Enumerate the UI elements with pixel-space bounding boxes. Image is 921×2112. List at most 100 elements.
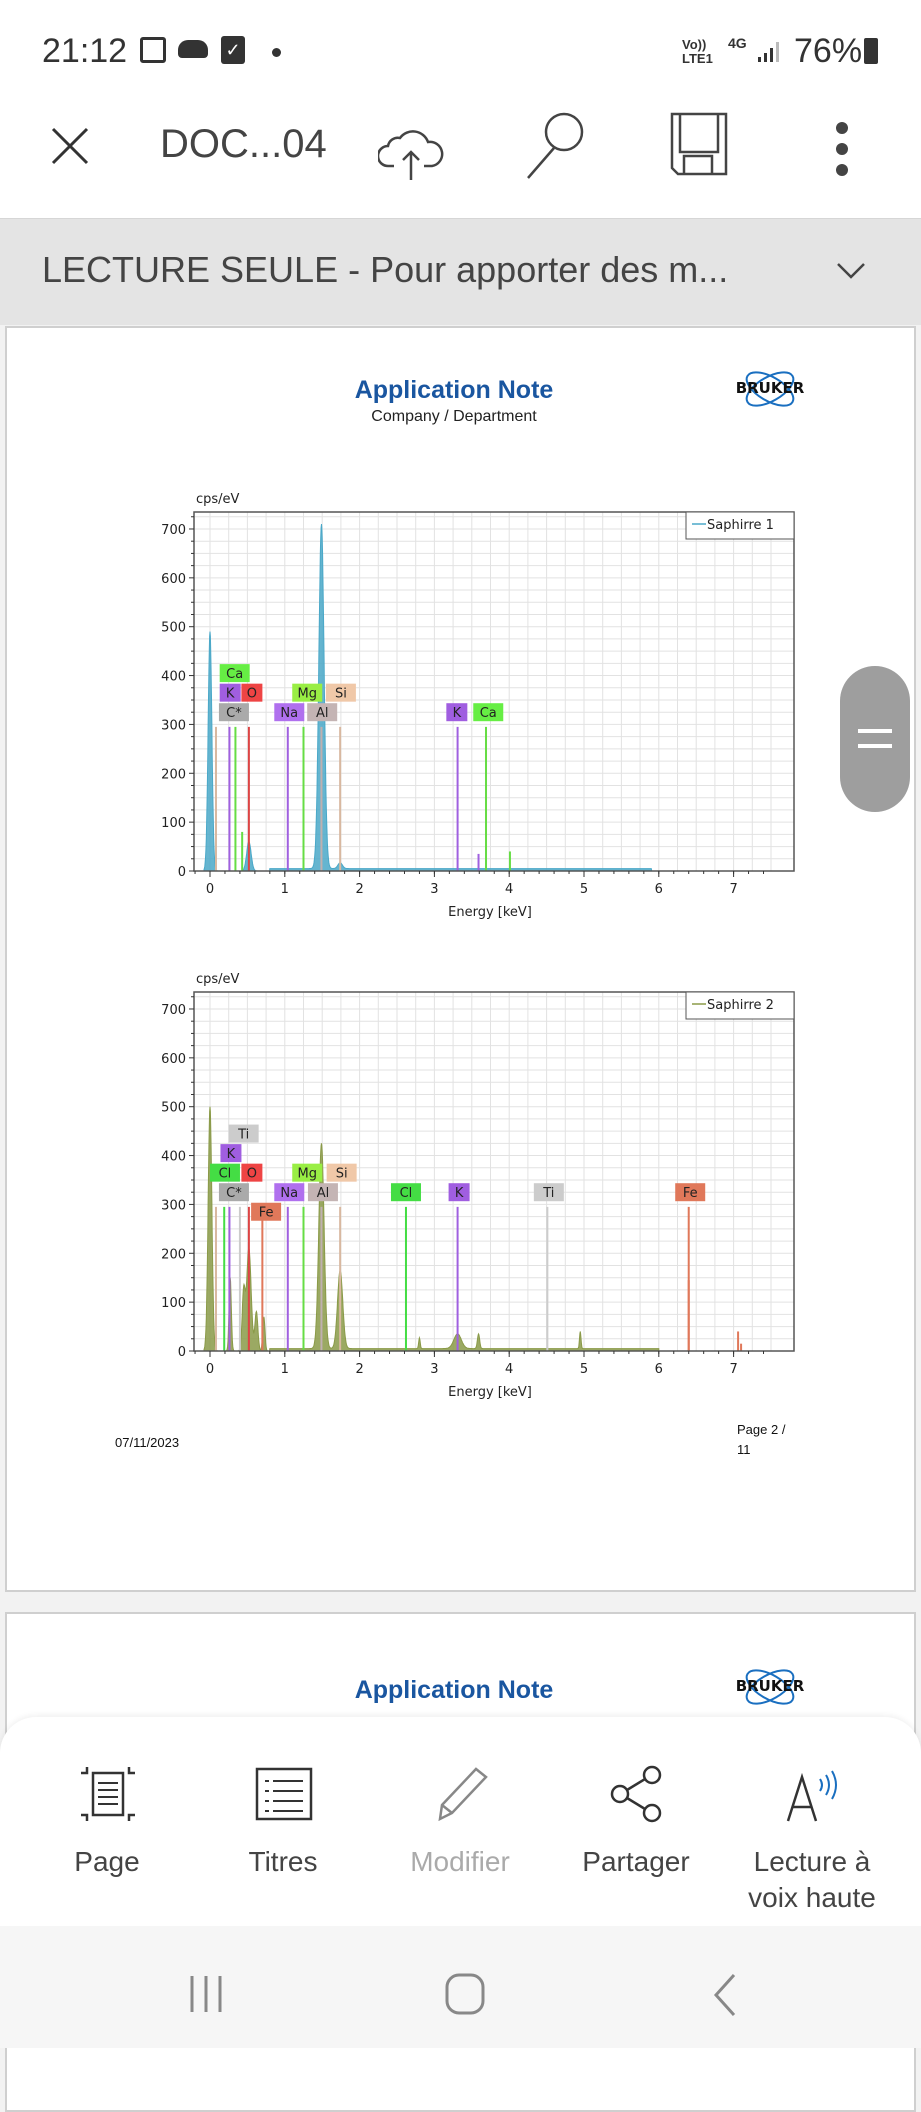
element-label: Mg: [298, 1167, 317, 1182]
element-label: K: [455, 1186, 464, 1201]
status-time: 21:12: [42, 32, 128, 70]
menu-page-label: Page: [74, 1846, 140, 1877]
element-label: Si: [336, 1167, 348, 1182]
menu-read-aloud-label: Lecture à: [753, 1846, 871, 1877]
menu-partager[interactable]: Partager: [551, 1765, 721, 1880]
element-label-box: [251, 1202, 282, 1221]
x-tick-label: 4: [505, 1362, 513, 1377]
element-label-box: [220, 1144, 242, 1163]
spectrum-chart-1: 0 100 200 300 400 500 600 700 0 1 2 3 4 5 6 7 cps/eV Ener…: [150, 470, 810, 930]
x-axis-label: Energy [keV]: [448, 905, 532, 920]
spectrum-area: [203, 1106, 660, 1352]
element-label: Cl: [219, 1167, 232, 1182]
element-label-box: [209, 1163, 240, 1182]
x-tick-label: 0: [206, 1362, 214, 1377]
y-axis-label: cps/eV: [196, 972, 240, 987]
element-label-box: [473, 703, 504, 722]
y-tick-label: 200: [161, 767, 186, 782]
element-label-box: [675, 1183, 706, 1202]
element-label-box: [228, 1124, 259, 1143]
logo-text-2: BRUKER: [735, 1677, 805, 1695]
x-tick-label: 6: [655, 882, 663, 897]
logo-text: BRUKER: [735, 379, 805, 397]
y-tick-label: 0: [178, 865, 186, 880]
legend-label: Saphirre 2: [707, 998, 774, 1013]
element-label: O: [247, 687, 257, 702]
x-tick-label: 3: [430, 882, 438, 897]
cloud-upload-icon[interactable]: [378, 120, 444, 180]
element-label: K: [227, 1147, 236, 1162]
element-label: Ca: [480, 706, 497, 721]
menu-modifier-label: Modifier: [410, 1846, 510, 1877]
share-icon: [610, 1765, 662, 1823]
element-label-box: [219, 664, 250, 683]
search-icon[interactable]: [524, 110, 588, 180]
read-only-text: LECTURE SEULE - Pour apporter des m...: [42, 249, 729, 290]
network-gen: 4G: [728, 35, 747, 51]
read-aloud-icon: [786, 1770, 837, 1822]
menu-read-aloud[interactable]: Lecture à voix haute: [727, 1765, 897, 1916]
document-title[interactable]: DOC...04: [160, 122, 327, 166]
back-icon[interactable]: [710, 1972, 740, 2018]
y-tick-label: 700: [161, 523, 186, 538]
element-label: K: [226, 687, 235, 702]
save-icon[interactable]: [670, 112, 728, 176]
element-label: Si: [335, 687, 347, 702]
element-label-box: [325, 683, 356, 702]
y-tick-label: 500: [161, 1101, 186, 1116]
battery-icon: [864, 38, 878, 64]
element-label: C*: [226, 706, 242, 721]
home-icon[interactable]: [444, 1972, 486, 2016]
menu-read-aloud-label-2: voix haute: [748, 1882, 876, 1913]
element-label: Na: [280, 706, 298, 721]
y-tick-label: 0: [178, 1345, 186, 1360]
element-label-box: [446, 703, 468, 722]
header-subtitle: Company / Department: [371, 408, 537, 425]
element-label-box: [390, 1183, 421, 1202]
menu-titres[interactable]: Titres: [198, 1765, 368, 1880]
headings-list-icon: [255, 1767, 313, 1821]
y-tick-label: 400: [161, 670, 186, 685]
y-tick-label: 300: [161, 718, 186, 733]
more-options-icon[interactable]: [832, 120, 852, 178]
x-tick-label: 4: [505, 882, 513, 897]
element-label: Ti: [542, 1186, 554, 1201]
y-tick-label: 100: [161, 816, 186, 831]
menu-partager-label: Partager: [582, 1846, 690, 1877]
element-label: Cl: [400, 1186, 413, 1201]
element-label: Al: [316, 706, 329, 721]
scroll-handle[interactable]: [840, 666, 910, 812]
element-label-box: [218, 1183, 249, 1202]
element-label-box: [448, 1183, 470, 1202]
close-icon[interactable]: [50, 126, 90, 166]
element-label-box: [218, 703, 249, 722]
legend-box: [685, 511, 795, 540]
element-label: O: [247, 1167, 257, 1182]
element-label-box: [241, 683, 263, 702]
volte-bottom: LTE1: [682, 51, 713, 66]
gallery-icon: [140, 37, 166, 63]
page-icon: [81, 1767, 135, 1821]
chevron-down-icon[interactable]: [836, 261, 866, 281]
cloud-icon: [178, 40, 208, 58]
status-bar: 21:12 ✓ Vo)) LTE1 4G 76%: [0, 0, 921, 100]
menu-page[interactable]: Page: [22, 1765, 192, 1880]
recent-apps-icon[interactable]: [188, 1974, 224, 2014]
volte-indicator: Vo)) LTE1: [682, 38, 713, 66]
y-tick-label: 700: [161, 1003, 186, 1018]
element-label-box: [274, 1183, 305, 1202]
element-label: C*: [226, 1186, 242, 1201]
element-label-box: [292, 1163, 323, 1182]
y-tick-label: 100: [161, 1296, 186, 1311]
menu-modifier[interactable]: Modifier: [375, 1765, 545, 1880]
read-only-banner[interactable]: LECTURE SEULE - Pour apporter des m...: [0, 218, 921, 325]
element-label-box: [326, 1163, 357, 1182]
element-label: Mg: [298, 687, 317, 702]
check-icon: ✓: [221, 36, 245, 64]
y-tick-label: 600: [161, 572, 186, 587]
dot-icon: [272, 48, 281, 57]
legend-box: [685, 991, 795, 1020]
header-sub-wrap: Company / Department: [254, 408, 654, 426]
element-label-box: [219, 683, 241, 702]
y-tick-label: 200: [161, 1247, 186, 1262]
